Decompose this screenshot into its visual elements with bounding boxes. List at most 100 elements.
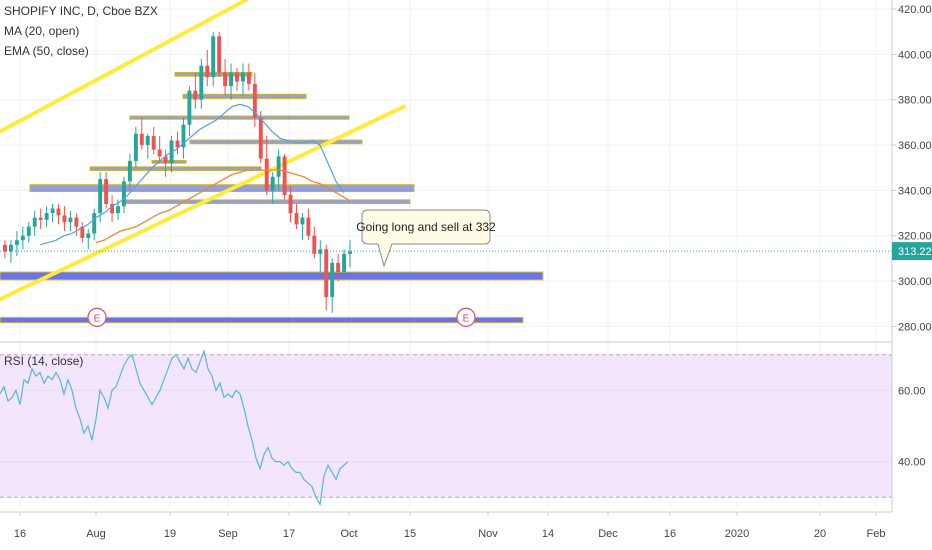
time-tick-label: Oct [340, 528, 357, 540]
candle-body [223, 72, 228, 87]
resistance-zone [182, 93, 307, 99]
candle-body [14, 240, 19, 245]
candle-body [80, 226, 85, 238]
candle-body [235, 72, 239, 82]
candle-body [104, 179, 109, 204]
candle-body [229, 72, 234, 87]
resistance-zone [123, 199, 411, 205]
trendline [0, 0, 248, 134]
candle-body [288, 194, 293, 214]
candle-body [312, 235, 317, 254]
indicator-lines [0, 103, 892, 252]
candle-body [324, 249, 329, 297]
candle-body [116, 206, 120, 214]
callout-bubble [361, 209, 491, 268]
candle-body [50, 208, 55, 214]
event-marker-circle [456, 307, 476, 327]
candle-body [342, 253, 347, 272]
resistance-zone [151, 159, 187, 164]
price-tick-label: 280.00 [898, 321, 932, 333]
price-tick-label: 320.00 [898, 231, 932, 243]
candle-body [264, 158, 269, 191]
candle-body [175, 140, 180, 148]
candle-body [62, 215, 67, 223]
rsi-tick-label: 60.00 [898, 385, 926, 397]
time-tick-label: 20 [814, 528, 826, 540]
candle-body [8, 244, 13, 252]
price-tick-label: 340.00 [898, 185, 932, 197]
candle-body [217, 36, 222, 73]
rsi-band [0, 354, 892, 498]
candle-body [127, 160, 132, 182]
time-tick-label: 16 [664, 528, 676, 540]
candle-body [318, 249, 323, 254]
rsi-tick-label: 40.00 [898, 457, 926, 469]
price-tick-label: 300.00 [898, 276, 932, 288]
candle-body [56, 208, 61, 216]
callout: Going long and sell at 332 [356, 209, 496, 268]
candle-body [3, 244, 7, 252]
candle-body [92, 213, 97, 234]
time-axis-background [0, 512, 932, 550]
time-tick-label: 19 [164, 528, 176, 540]
event-marker-label: E [94, 313, 101, 324]
candle-body [38, 217, 43, 220]
ema-line [95, 169, 349, 244]
candle-body [151, 136, 156, 150]
candle-body [163, 156, 168, 164]
candle-body [252, 83, 257, 118]
candle-body [187, 90, 192, 125]
callout-text: Going long and sell at 332 [356, 220, 496, 234]
candle-body [205, 65, 210, 78]
support-zone [0, 316, 524, 324]
candlesticks [3, 31, 352, 313]
rsi-pane [0, 341, 892, 507]
time-tick-label: 14 [542, 528, 554, 540]
price-zones [0, 72, 544, 324]
support-zone [0, 271, 544, 281]
candle-body [300, 217, 305, 225]
candle-body [330, 262, 335, 297]
resistance-zone [89, 166, 262, 171]
candle-body [294, 213, 299, 225]
candle-body [98, 179, 103, 214]
rsi-line [0, 349, 349, 507]
candle-body [199, 65, 204, 100]
time-tick-label: 15 [404, 528, 416, 540]
candle-body [270, 176, 275, 191]
time-tick-label: Aug [86, 528, 106, 540]
candle-body [211, 36, 216, 78]
candle-body [181, 124, 186, 148]
price-axis-background [892, 0, 932, 550]
candle-body [336, 262, 341, 272]
rsi-legend: RSI (14, close) [4, 354, 84, 368]
last-price-tag [892, 242, 932, 261]
ma-legend: MA (20, open) [4, 24, 80, 38]
candle-body [348, 251, 352, 254]
candle-body [121, 181, 126, 207]
candle-body [246, 72, 251, 84]
time-tick-label: 2020 [725, 528, 749, 540]
last-price-label: 313.22 [898, 246, 932, 258]
resistance-zone [189, 139, 363, 145]
candle-body [306, 217, 311, 236]
time-tick-label: 16 [14, 528, 26, 540]
candle-body [157, 149, 162, 157]
candle-body [139, 133, 144, 146]
ema-legend: EMA (50, close) [4, 44, 89, 58]
candle-body [26, 226, 31, 236]
time-tick-label: Feb [867, 528, 886, 540]
price-tick-label: 400.00 [898, 49, 932, 61]
time-tick-label: Nov [478, 528, 498, 540]
candle-body [44, 213, 49, 220]
candle-body [240, 72, 245, 82]
symbol-title: SHOPIFY INC, D, Cboe BZX [4, 4, 158, 18]
trendlines [0, 0, 406, 302]
candle-body [258, 117, 263, 159]
candle-body [32, 217, 37, 227]
price-tick-label: 360.00 [898, 140, 932, 152]
time-tick-label: Sep [218, 528, 238, 540]
resistance-zone [29, 184, 415, 193]
